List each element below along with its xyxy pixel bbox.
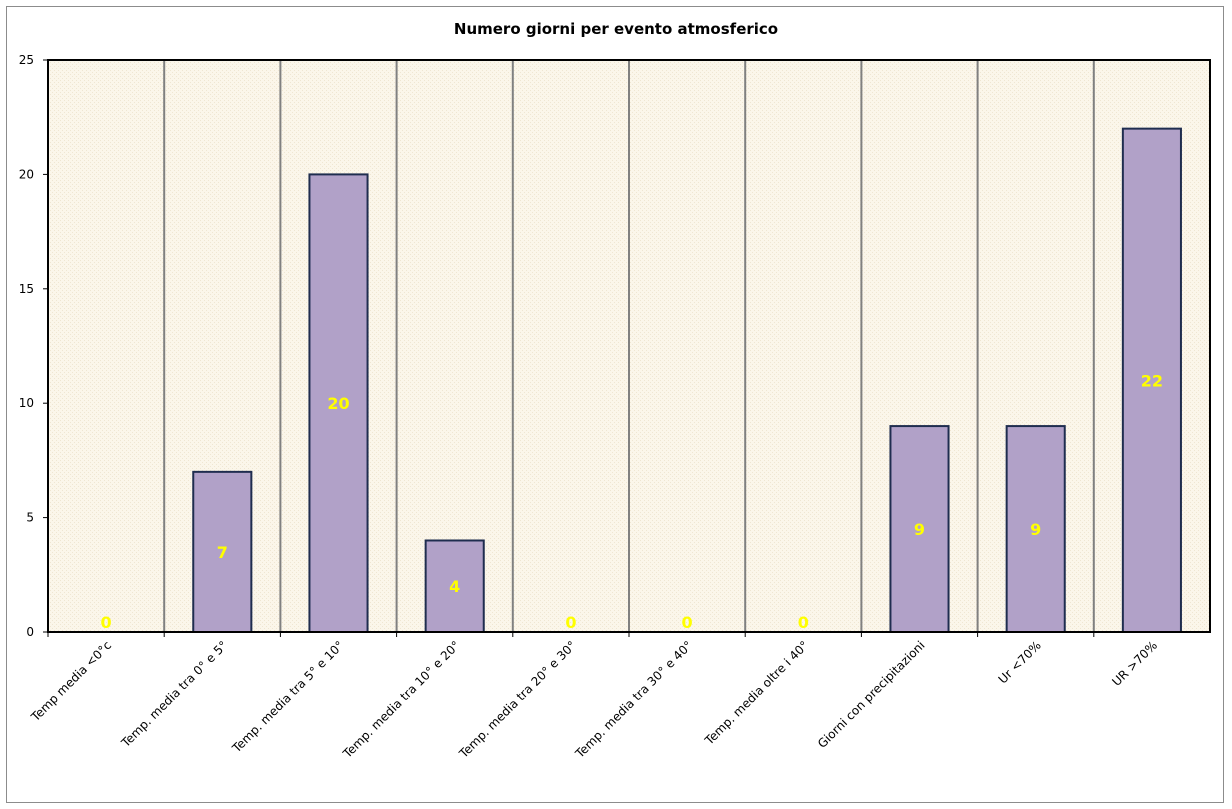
data-label: 9: [1030, 520, 1041, 539]
x-tick-label: Ur <70%: [996, 638, 1044, 686]
bar: [192, 470, 253, 633]
data-label: 0: [798, 613, 809, 632]
y-tick-label: 20: [19, 167, 34, 181]
bar: [308, 173, 369, 633]
x-tick-label: Temp. media tra 20° e 30°: [456, 638, 579, 761]
bar: [889, 425, 950, 633]
data-label: 9: [914, 520, 925, 539]
data-label: 22: [1141, 371, 1163, 390]
data-label: 0: [101, 613, 112, 632]
x-tick-label: Temp. media tra 0° e 5°: [118, 638, 230, 750]
x-axis: Temp media <0°c Temp. media tra 0° e 5° Te…: [28, 632, 1160, 761]
x-tick-label: Temp. media tra 30° e 40°: [572, 638, 695, 761]
data-label: 7: [217, 543, 228, 562]
x-tick-label: Temp. media oltre i 40°: [701, 638, 811, 748]
data-label: 20: [327, 394, 349, 413]
chart-title: Numero giorni per evento atmosferico: [453, 20, 779, 38]
bars: [192, 127, 1182, 633]
y-tick-label: 25: [19, 53, 34, 67]
y-tick-label: 15: [19, 282, 34, 296]
x-tick-label: Giorni con precipitazioni: [815, 638, 928, 751]
data-label: 4: [449, 577, 460, 596]
data-label: 0: [682, 613, 693, 632]
bar: [424, 539, 485, 633]
data-label: 0: [565, 613, 576, 632]
x-tick-label: Temp. media tra 10° e 20°: [340, 638, 463, 761]
bar: [1005, 425, 1066, 633]
bar: [1121, 127, 1182, 633]
x-tick-label: Temp media <0°c: [28, 638, 114, 724]
x-tick-label: Temp. media tra 5° e 10°: [229, 638, 347, 756]
y-tick-label: 10: [19, 396, 34, 410]
y-axis: 0 5 10 15 20 25: [19, 53, 48, 639]
y-tick-label: 0: [26, 625, 34, 639]
y-tick-label: 5: [26, 511, 34, 525]
data-labels: 0 7 20 4 0 0 0 9 9 22: [101, 371, 1164, 632]
x-tick-label: UR >70%: [1109, 638, 1160, 689]
category-separators: [163, 60, 1095, 632]
